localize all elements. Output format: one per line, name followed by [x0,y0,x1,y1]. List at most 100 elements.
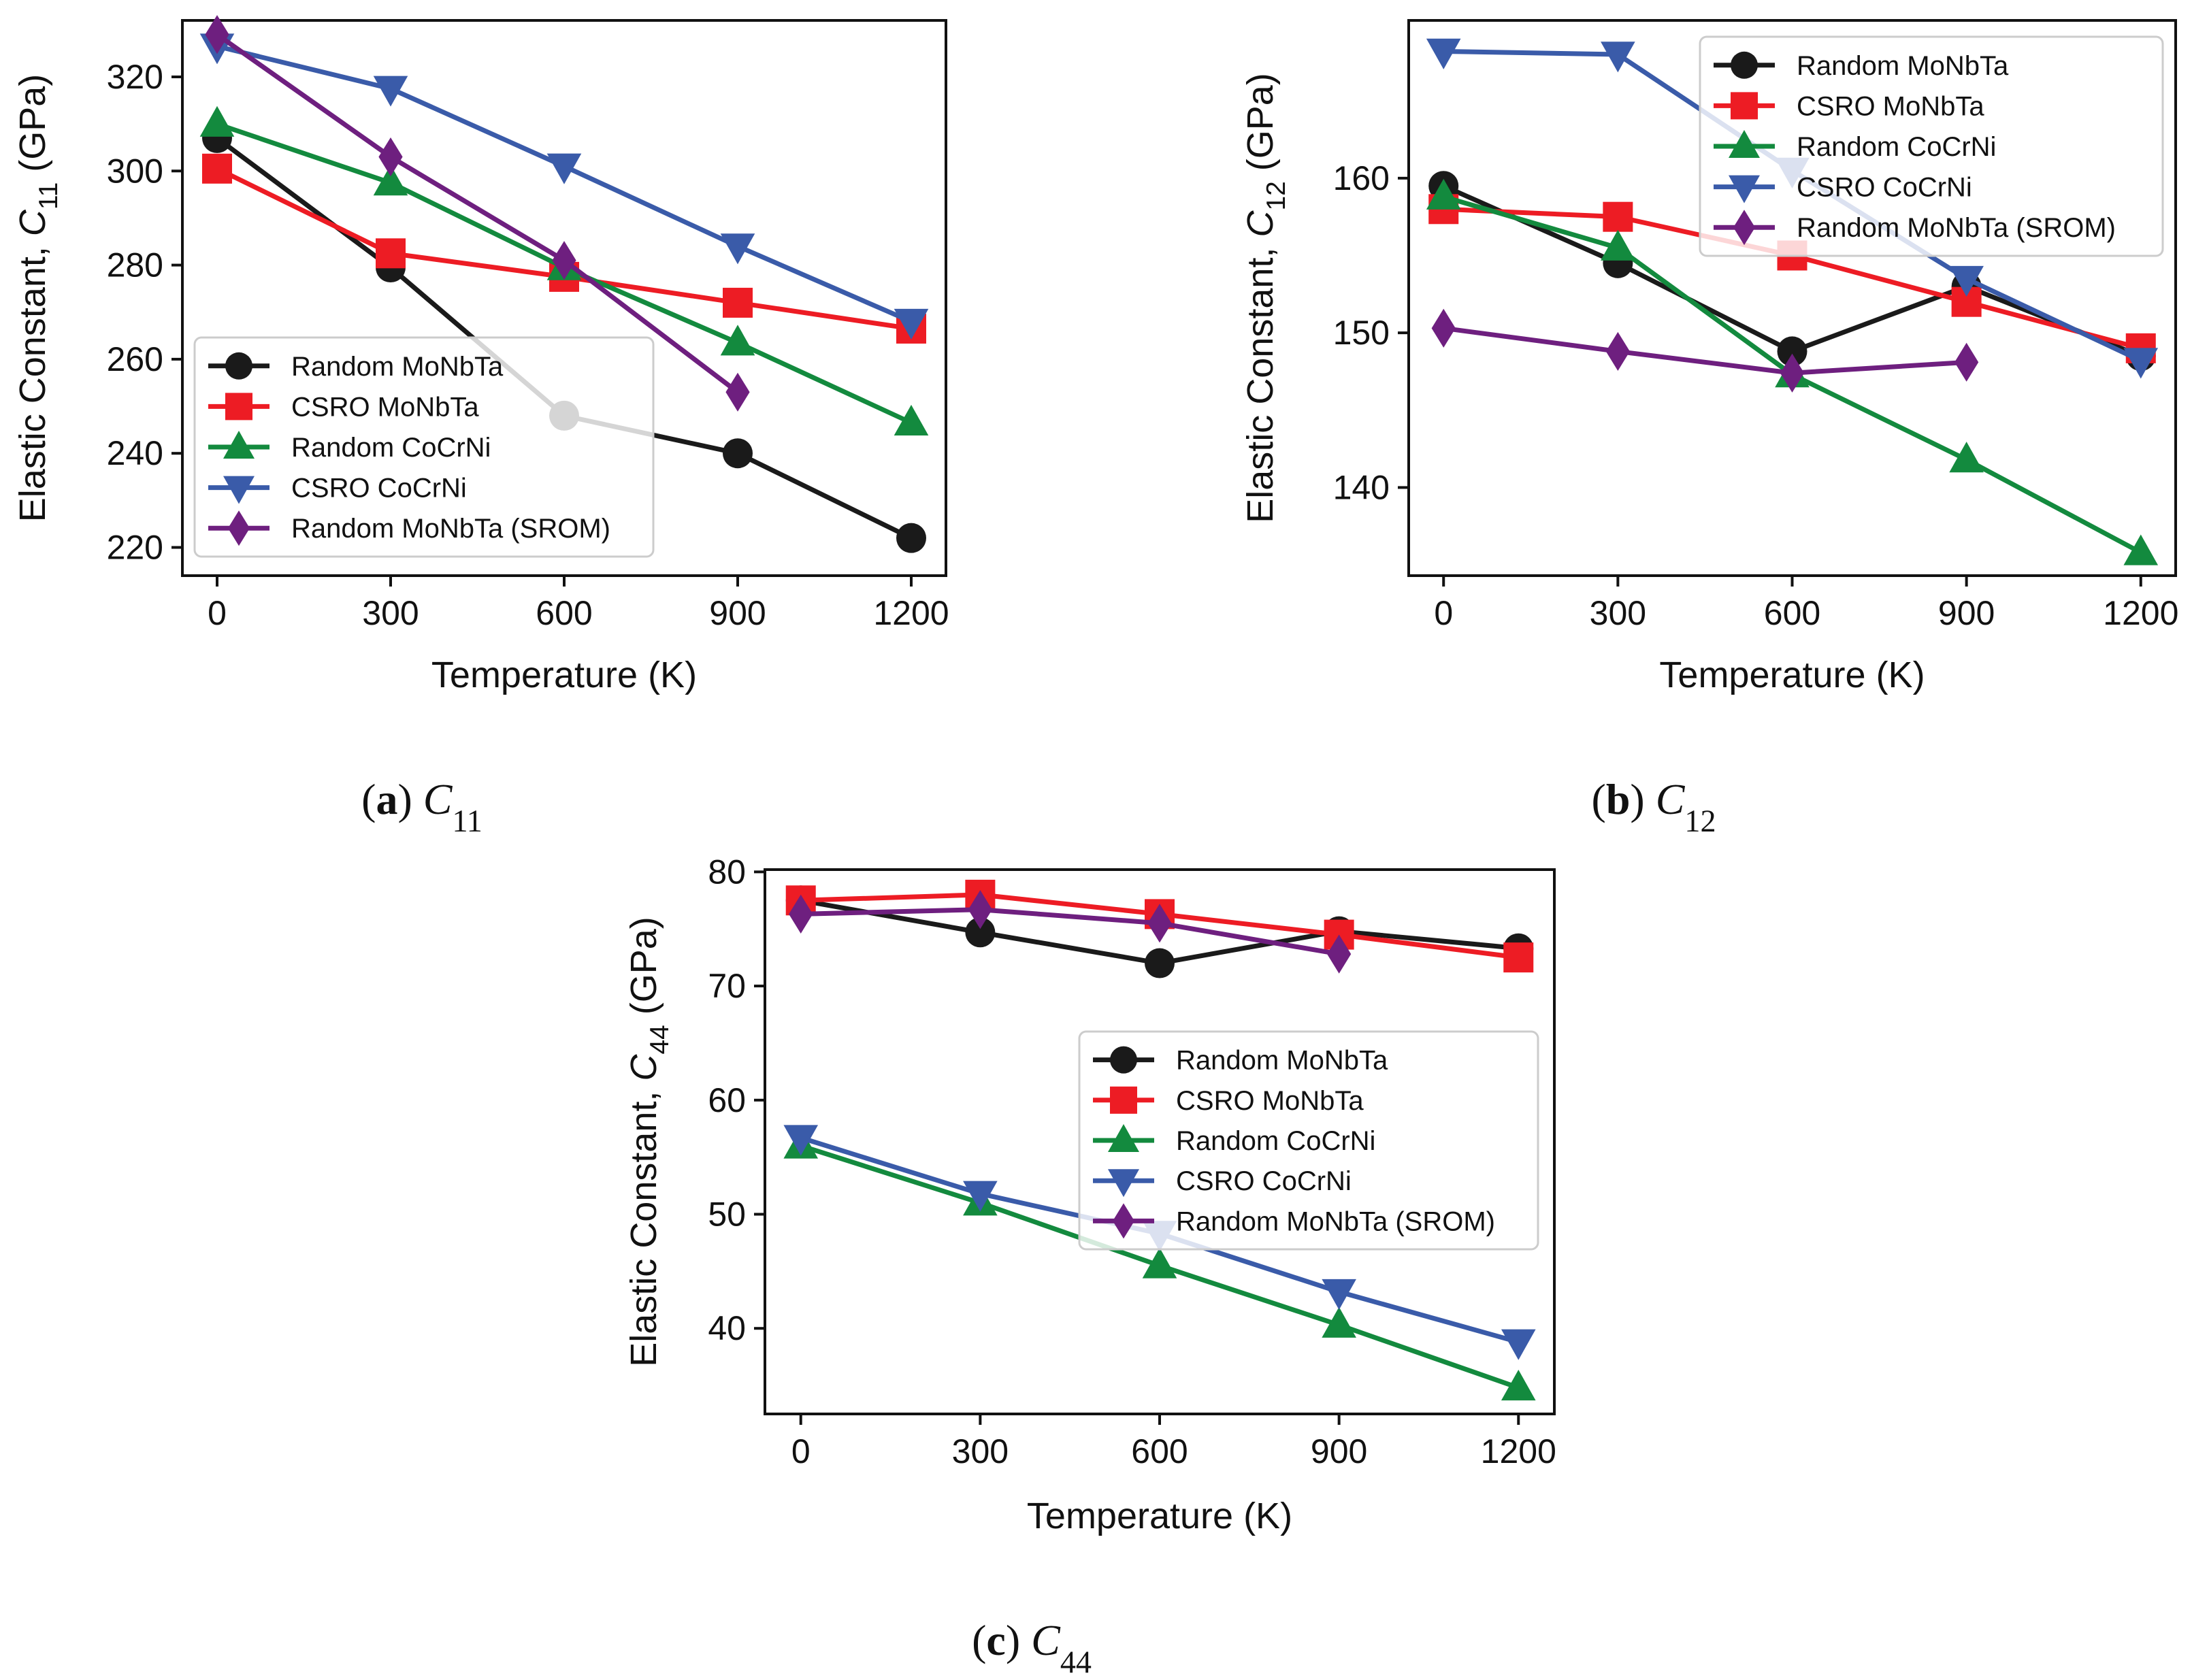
y-tick-label: 50 [708,1195,746,1233]
legend: Random MoNbTa CSRO MoNbTa Random CoCrNi CSR… [1078,1030,1539,1251]
data-point [968,890,992,929]
data-point [789,894,813,934]
series-line [1443,325,1967,376]
x-tick-label: 0 [1434,594,1453,632]
legend-box [193,336,655,558]
y-axis-label: Elastic Constant, C12 (GPa) [1240,73,1291,523]
legend-label: CSRO CoCrNi [291,474,467,504]
data-point [373,165,408,196]
legend-marker [1729,130,1760,158]
legend-item: Random CoCrNi [1093,1124,1375,1156]
y-tick-label: 150 [1333,314,1390,352]
legend-label: Random CoCrNi [291,433,491,463]
data-point [1327,934,1352,974]
data-point [1501,1329,1536,1360]
legend-label: Random MoNbTa (SROM) [1797,213,2116,243]
y-tick-label: 70 [708,967,746,1005]
data-point [1503,942,1534,973]
subfigure-caption: (a) C11 [361,775,482,838]
chart-c: 0 300 600 900 1200 40 50 60 70 80 Temperature (K) E… [623,853,1556,1679]
legend-label: Random MoNbTa (SROM) [1176,1206,1495,1236]
legend-marker [225,393,252,421]
y-tick-label: 260 [107,340,163,378]
x-tick-label: 900 [1938,594,1995,632]
subfigure-caption: (c) C44 [972,1616,1092,1679]
legend-marker [223,476,255,504]
legend-marker [1110,1086,1137,1114]
legend-marker [1110,1046,1137,1074]
data-point [723,438,753,469]
series-random-monbta-srom- [789,890,1352,974]
chart-a: 0 300 600 900 1200 220 240 260 280 300 320 Temperat… [12,15,949,838]
data-point [1426,178,1461,210]
data-point [552,241,576,280]
y-tick-label: 240 [107,434,163,472]
legend-item: CSRO CoCrNi [1714,173,1972,203]
legend-label: CSRO MoNbTa [291,392,479,422]
data-point [1601,229,1635,261]
legend-label: Random MoNbTa [291,352,504,382]
legend-item: CSRO MoNbTa [1714,91,1984,121]
x-axis-label: Temperature (K) [1027,1496,1292,1536]
data-point [1949,265,1984,297]
legend-label: Random CoCrNi [1176,1126,1375,1156]
y-tick-label: 220 [107,529,163,567]
legend-item: CSRO CoCrNi [1093,1166,1352,1198]
legend-marker [1729,175,1760,203]
x-tick-label: 300 [952,1432,1009,1470]
data-point [1949,442,1984,473]
x-tick-label: 300 [1590,594,1646,632]
x-tick-label: 900 [709,594,766,632]
x-tick-label: 1200 [873,594,949,632]
data-point [1431,308,1456,348]
legend-item: CSRO CoCrNi [208,474,467,504]
data-point [720,233,755,265]
x-tick-label: 1200 [1481,1432,1556,1470]
legend-label: CSRO MoNbTa [1176,1086,1364,1116]
legend-label: Random CoCrNi [1797,132,1996,162]
subfigure-caption: (b) C12 [1592,775,1716,838]
x-tick-label: 300 [362,594,419,632]
y-tick-label: 80 [708,853,746,891]
data-point [725,372,750,412]
data-point [378,137,403,177]
x-tick-label: 900 [1311,1432,1367,1470]
legend-marker [223,431,255,459]
legend-item: Random MoNbTa (SROM) [1714,210,2116,246]
data-point [2123,534,2159,565]
data-point [1501,1370,1536,1401]
series-csro-cocrni [199,33,929,340]
data-point [1603,201,1633,232]
legend: Random MoNbTa CSRO MoNbTa Random CoCrNi CSR… [1699,35,2164,257]
data-point [963,1181,998,1212]
y-axis-label: Elastic Constant, C11 (GPa) [12,74,63,523]
data-point [1601,42,1635,73]
y-tick-label: 40 [708,1309,746,1347]
y-tick-label: 160 [1333,159,1390,197]
data-point [1322,1279,1356,1310]
chart-b: 0 300 600 900 1200 140 150 160 Temperature (K) El… [1240,19,2178,838]
legend-item: CSRO MoNbTa [208,392,479,422]
data-point [202,153,232,184]
data-point [894,404,929,435]
y-tick-label: 140 [1333,468,1390,506]
data-point [205,15,229,54]
legend-item: Random MoNbTa [1093,1046,1388,1076]
series-random-monbta-srom- [205,15,750,412]
legend-label: Random MoNbTa [1176,1046,1388,1076]
legend-marker [1108,1169,1139,1198]
data-point [1605,331,1630,372]
data-point [720,325,755,356]
x-axis-label: Temperature (K) [431,655,697,695]
legend-marker [1731,92,1758,120]
legend-label: CSRO CoCrNi [1176,1166,1352,1196]
data-point [1142,1247,1177,1279]
legend-label: Random MoNbTa [1797,51,2009,81]
y-axis-label: Elastic Constant, C44 (GPa) [623,917,674,1366]
x-tick-label: 0 [208,594,227,632]
legend-marker [1731,51,1758,79]
data-point [1322,1306,1356,1338]
legend: Random MoNbTa CSRO MoNbTa Random CoCrNi CSR… [193,336,655,558]
legend-item: CSRO MoNbTa [1093,1086,1364,1116]
